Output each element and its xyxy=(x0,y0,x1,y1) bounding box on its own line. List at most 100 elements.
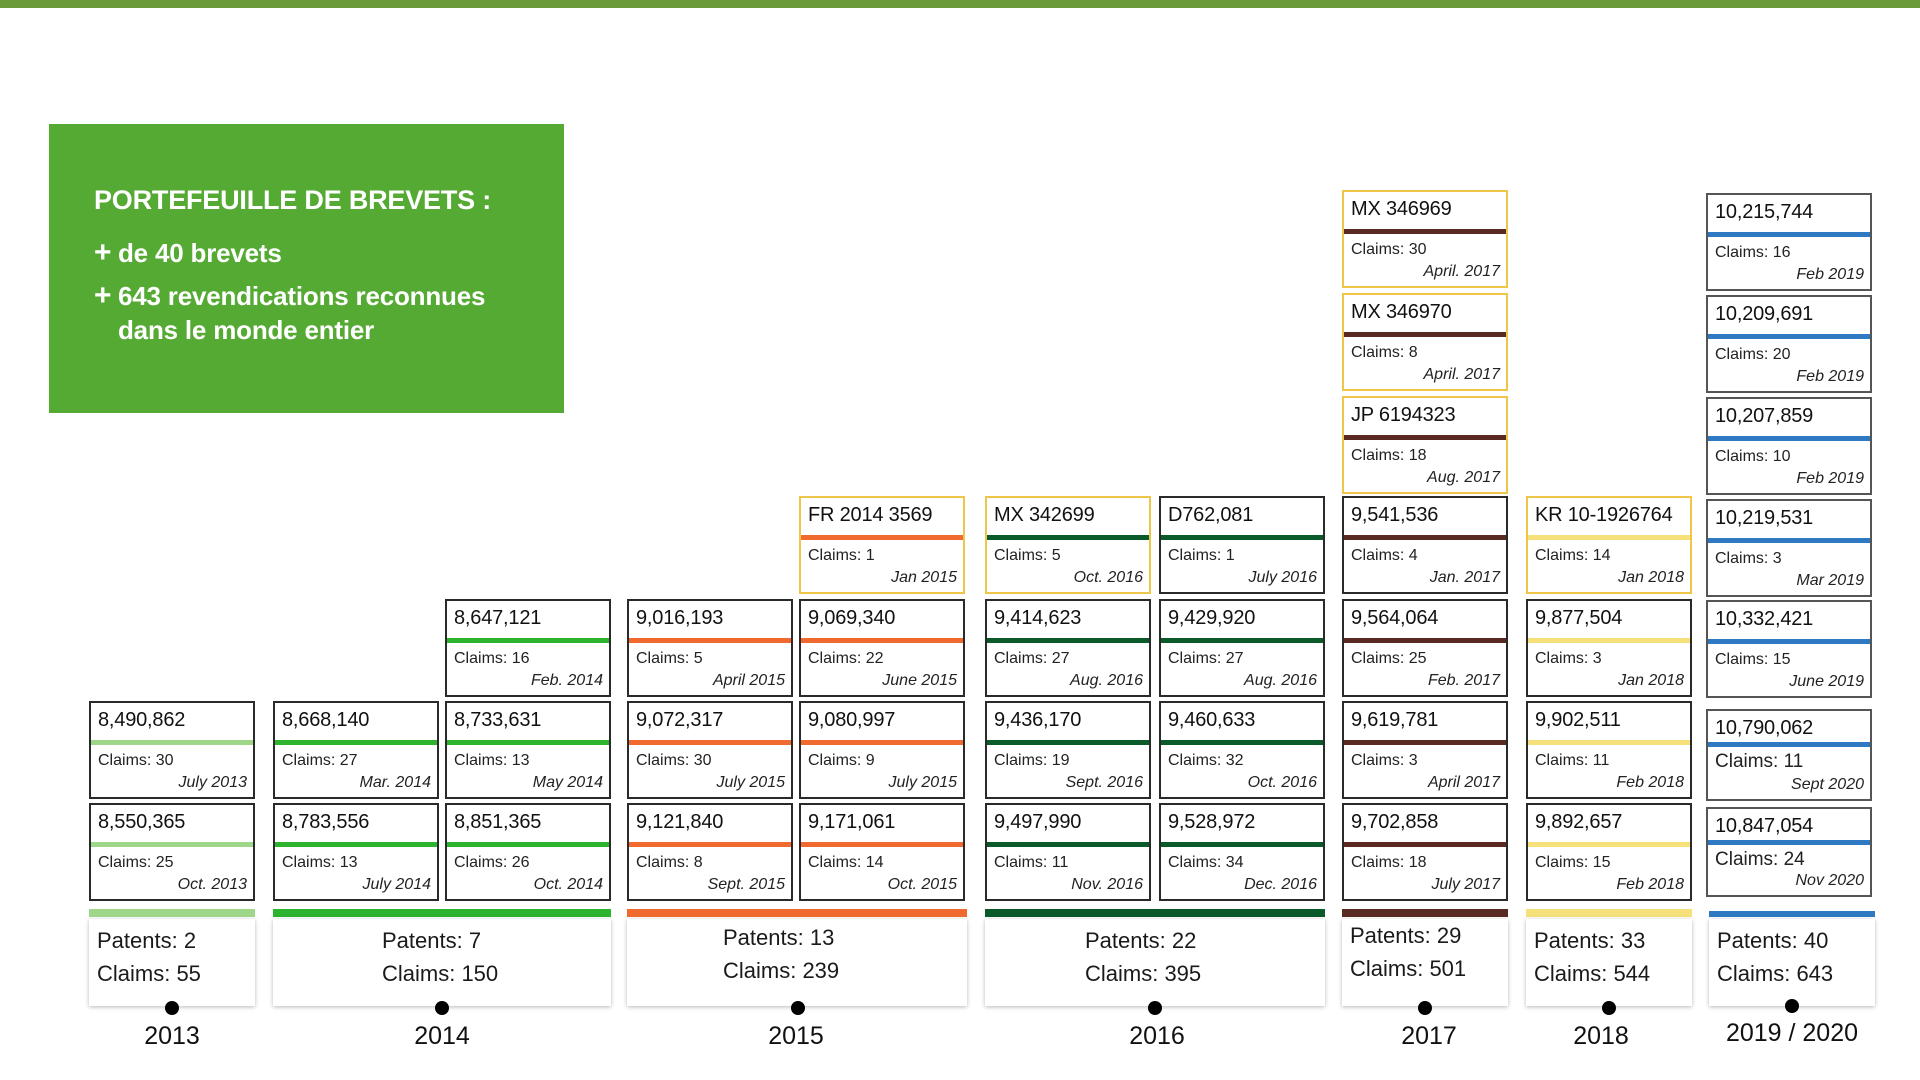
patent-number: 8,668,140 xyxy=(282,709,370,731)
patent-number: JP 6194323 xyxy=(1351,404,1456,426)
patent-card: 8,490,862 Claims: 30 July 2013 xyxy=(89,701,255,799)
summary-patents: Patents: 33 xyxy=(1534,928,1646,953)
year-color-stripe xyxy=(629,842,791,847)
patent-number: 8,550,365 xyxy=(98,811,186,833)
patent-number: 8,851,365 xyxy=(454,811,542,833)
patent-claims: Claims: 32 xyxy=(1168,752,1244,769)
year-color-stripe xyxy=(1708,538,1870,543)
patent-card: 9,877,504 Claims: 3 Jan 2018 xyxy=(1526,599,1692,697)
summary-box-2013: Patents: 2 Claims: 55 xyxy=(89,919,255,1006)
patent-claims: Claims: 25 xyxy=(1351,650,1427,667)
patent-number: MX 346970 xyxy=(1351,301,1452,323)
year-color-stripe xyxy=(1708,232,1870,237)
patent-number: 8,733,631 xyxy=(454,709,542,731)
summary-box-2014: Patents: 7 Claims: 150 xyxy=(273,919,611,1006)
patent-claims: Claims: 14 xyxy=(1535,547,1611,564)
timeline-dot-icon xyxy=(1785,999,1799,1013)
patent-number: 10,790,062 xyxy=(1715,717,1814,739)
year-label: 2016 xyxy=(1129,1022,1185,1050)
year-color-stripe xyxy=(1528,535,1690,540)
patent-number: 9,414,623 xyxy=(994,607,1082,629)
patent-number: MX 346969 xyxy=(1351,198,1452,220)
patent-claims: Claims: 3 xyxy=(1715,550,1782,567)
patent-claims: Claims: 27 xyxy=(282,752,358,769)
year-color-stripe xyxy=(1344,229,1506,234)
patent-date: Aug. 2017 xyxy=(1427,469,1500,486)
year-color-stripe xyxy=(1344,435,1506,440)
summary-box-2016: Patents: 22 Claims: 395 xyxy=(985,919,1325,1006)
patent-card: KR 10-1926764 Claims: 14 Jan 2018 xyxy=(1526,496,1692,594)
patent-claims: Claims: 4 xyxy=(1351,547,1418,564)
summary-claims: Claims: 544 xyxy=(1534,961,1651,986)
patent-card: 10,207,859 Claims: 10 Feb 2019 xyxy=(1706,397,1872,495)
patent-claims: Claims: 13 xyxy=(282,854,358,871)
banner-line-text: 643 revendications reconnues dans le mon… xyxy=(118,281,486,345)
patent-number: 9,069,340 xyxy=(808,607,896,629)
patent-date: Feb 2018 xyxy=(1616,774,1684,791)
year-color-stripe xyxy=(1528,740,1690,745)
patent-card: 8,668,140 Claims: 27 Mar. 2014 xyxy=(273,701,439,799)
patent-claims: Claims: 25 xyxy=(98,854,174,871)
patent-number: 8,783,556 xyxy=(282,811,370,833)
patent-claims: Claims: 1 xyxy=(1168,547,1235,564)
patent-card: 9,429,920 Claims: 27 Aug. 2016 xyxy=(1159,599,1325,697)
year-color-stripe xyxy=(1344,332,1506,337)
summary-claims: Claims: 239 xyxy=(723,958,840,983)
patent-claims: Claims: 1 xyxy=(808,547,875,564)
patent-claims: Claims: 27 xyxy=(1168,650,1244,667)
patent-number: 9,072,317 xyxy=(636,709,724,731)
patent-date: Feb 2019 xyxy=(1796,368,1864,385)
patent-number: D762,081 xyxy=(1168,504,1254,526)
patent-card: 10,332,421 Claims: 15 June 2019 xyxy=(1706,600,1872,698)
patent-card: 8,783,556 Claims: 13 July 2014 xyxy=(273,803,439,901)
patent-number: 9,429,920 xyxy=(1168,607,1256,629)
patent-card: 9,564,064 Claims: 25 Feb. 2017 xyxy=(1342,599,1508,697)
patent-card: 9,528,972 Claims: 34 Dec. 2016 xyxy=(1159,803,1325,901)
year-color-stripe xyxy=(801,535,963,540)
patent-number: 9,702,858 xyxy=(1351,811,1439,833)
patent-date: Oct. 2016 xyxy=(1247,774,1317,791)
year-color-stripe xyxy=(91,740,253,745)
patent-card: 8,733,631 Claims: 13 May 2014 xyxy=(445,701,611,799)
patent-date: Nov. 2016 xyxy=(1071,876,1143,893)
patent-number: KR 10-1926764 xyxy=(1535,504,1673,526)
patent-number: 9,528,972 xyxy=(1168,811,1256,833)
patent-claims: Claims: 30 xyxy=(98,752,174,769)
patent-number: 10,332,421 xyxy=(1715,608,1814,630)
patent-date: July 2016 xyxy=(1248,569,1318,586)
patent-card: 9,902,511 Claims: 11 Feb 2018 xyxy=(1526,701,1692,799)
patent-card: 9,892,657 Claims: 15 Feb 2018 xyxy=(1526,803,1692,901)
patent-number: 9,541,536 xyxy=(1351,504,1439,526)
patent-card: 9,619,781 Claims: 3 April 2017 xyxy=(1342,701,1508,799)
patent-date: Oct. 2015 xyxy=(887,876,957,893)
patent-date: Feb 2018 xyxy=(1616,876,1684,893)
patent-card: 10,209,691 Claims: 20 Feb 2019 xyxy=(1706,295,1872,393)
patent-claims: Claims: 8 xyxy=(1351,344,1418,361)
timeline-dot-icon xyxy=(435,1001,449,1015)
plus-icon: + xyxy=(94,236,112,269)
top-accent-bar xyxy=(0,0,1920,8)
summary-patents: Patents: 2 xyxy=(97,928,197,953)
year-stripe-2015 xyxy=(627,909,967,917)
patent-date: Oct. 2014 xyxy=(533,876,603,893)
patent-card: MX 342699 Claims: 5 Oct. 2016 xyxy=(985,496,1151,594)
patent-date: Sept 2020 xyxy=(1791,776,1864,793)
patent-number: MX 342699 xyxy=(994,504,1095,526)
patent-date: Jan 2015 xyxy=(891,569,957,586)
patent-date: April. 2017 xyxy=(1423,263,1501,280)
patent-claims: Claims: 10 xyxy=(1715,448,1791,465)
year-color-stripe xyxy=(1708,436,1870,441)
patent-claims: Claims: 11 xyxy=(1715,751,1804,772)
patent-card: 9,171,061 Claims: 14 Oct. 2015 xyxy=(799,803,965,901)
patent-card: 9,414,623 Claims: 27 Aug. 2016 xyxy=(985,599,1151,697)
patent-date: April 2015 xyxy=(712,672,785,689)
patent-date: Mar 2019 xyxy=(1796,572,1864,589)
summary-box-2019-2020: Patents: 40 Claims: 643 xyxy=(1709,919,1875,1006)
year-color-stripe xyxy=(1161,842,1323,847)
year-color-stripe xyxy=(91,842,253,847)
patent-number: 10,209,691 xyxy=(1715,303,1814,325)
year-color-stripe xyxy=(801,638,963,643)
patent-date: Feb. 2014 xyxy=(530,672,603,689)
patent-date: Jan 2018 xyxy=(1618,672,1684,689)
year-color-stripe xyxy=(1708,639,1870,644)
